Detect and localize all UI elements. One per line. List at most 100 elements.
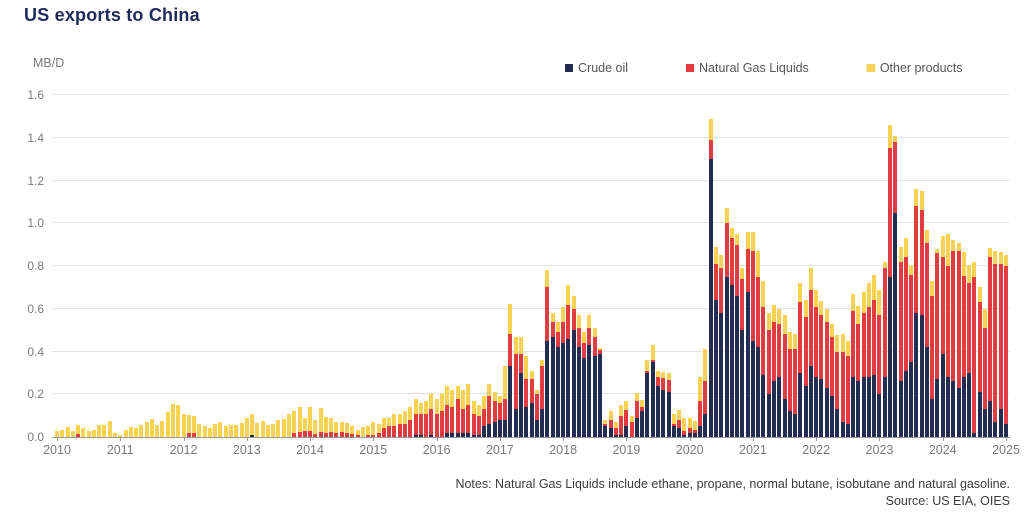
crude-oil-segment: [866, 377, 871, 437]
ngl-segment: [603, 424, 608, 427]
ngl-segment: [835, 351, 840, 410]
ngl-segment: [661, 378, 666, 390]
crude-oil-segment: [524, 407, 529, 437]
x-tick-label-2018: 2018: [549, 443, 578, 457]
bar-2020-12: [745, 231, 750, 437]
page-title: US exports to China: [24, 5, 200, 25]
ngl-segment: [956, 251, 961, 388]
bar-2018-03: [571, 295, 576, 437]
ngl-segment: [329, 431, 334, 437]
bar-2011-07: [149, 419, 154, 437]
x-tick-mark-2010: [57, 437, 58, 441]
ngl-segment: [888, 148, 892, 277]
crude-oil-segment: [1004, 424, 1008, 437]
crude-oil-segment: [634, 417, 639, 437]
ngl-segment: [977, 302, 982, 393]
ngl-segment: [914, 206, 919, 314]
crude-oil-segment: [640, 411, 645, 437]
x-tick-mark-2020: [689, 437, 691, 441]
bar-2017-10: [545, 270, 550, 437]
ngl-segment: [608, 419, 613, 429]
bar-2021-01: [750, 231, 755, 437]
crude-oil-segment: [772, 381, 777, 437]
crude-oil-segment: [750, 340, 755, 437]
bar-2021-07: [782, 315, 787, 437]
x-tick-label-2013: 2013: [232, 443, 261, 457]
ngl-segment: [413, 413, 418, 435]
other-products-segment: [250, 413, 255, 435]
bar-2016-09: [476, 404, 481, 437]
other-products-segment: [914, 189, 919, 207]
other-products-segment: [735, 233, 740, 245]
other-products-segment: [192, 415, 197, 433]
ngl-segment: [402, 424, 407, 437]
bar-2017-04: [513, 336, 518, 437]
crude-oil-segment: [692, 432, 697, 437]
other-products-segment: [297, 407, 302, 432]
ngl-segment: [381, 428, 386, 437]
ngl-segment: [186, 432, 191, 437]
bar-2010-07: [86, 431, 91, 437]
crude-oil-segment: [545, 340, 550, 437]
other-products-segment: [218, 421, 223, 437]
ngl-segment: [682, 430, 687, 435]
crude-oil-segment: [819, 379, 824, 437]
bar-2012-02: [186, 414, 191, 437]
crude-oil-segment: [961, 377, 966, 437]
other-products-segment: [487, 383, 492, 397]
bar-2010-06: [81, 427, 86, 437]
other-products-segment: [814, 289, 819, 307]
ngl-segment: [313, 433, 318, 437]
crude-oil-segment: [808, 366, 813, 437]
ngl-segment: [466, 404, 471, 433]
other-products-segment: [149, 419, 154, 437]
other-products-segment: [476, 404, 481, 416]
other-products-segment: [286, 413, 291, 437]
bar-2013-01: [244, 417, 249, 437]
ngl-segment: [582, 342, 587, 358]
crude-oil-segment: [793, 413, 798, 437]
other-products-segment: [418, 402, 423, 414]
other-products-segment: [181, 413, 186, 437]
crude-oil-segment: [550, 336, 555, 437]
ngl-segment: [323, 432, 328, 437]
bar-2012-06: [207, 427, 212, 437]
ngl-segment: [513, 353, 518, 410]
crude-oil-segment: [967, 372, 972, 437]
bar-2011-06: [144, 422, 149, 437]
other-products-segment: [76, 424, 81, 434]
crude-oil-segment: [555, 347, 560, 437]
crude-oil-segment: [482, 426, 487, 437]
other-products-segment: [176, 404, 181, 437]
other-products-segment: [413, 398, 418, 414]
bar-2010-03: [65, 427, 70, 437]
other-products-segment: [329, 417, 334, 432]
other-products-segment: [102, 425, 107, 437]
y-gridline-0.4: [52, 350, 1010, 352]
bar-2013-08: [281, 418, 286, 437]
crude-oil-segment: [582, 357, 587, 437]
other-products-segment: [613, 422, 618, 429]
other-products-segment: [729, 227, 734, 239]
ngl-segment: [961, 275, 966, 378]
ngl-segment: [982, 328, 987, 410]
other-products-segment: [714, 246, 719, 264]
bar-2013-05: [265, 425, 270, 437]
other-products-segment: [144, 422, 149, 437]
bar-2019-07: [656, 370, 661, 437]
bar-2017-08: [534, 390, 539, 437]
bar-2024-12: [998, 252, 1003, 437]
other-products-segment: [982, 308, 987, 328]
other-products-segment: [107, 420, 112, 437]
ngl-segment: [687, 428, 692, 433]
bar-2018-08: [598, 348, 603, 437]
bar-2012-09: [223, 426, 228, 437]
ngl-segment: [740, 278, 745, 331]
bar-2022-11: [866, 283, 871, 437]
other-products-segment: [471, 400, 476, 414]
ngl-segment: [819, 315, 824, 380]
bar-2014-10: [355, 429, 360, 437]
crude-oil-segment: [450, 432, 455, 437]
y-gridline-0.8: [52, 265, 1010, 266]
ngl-segment: [634, 400, 639, 418]
